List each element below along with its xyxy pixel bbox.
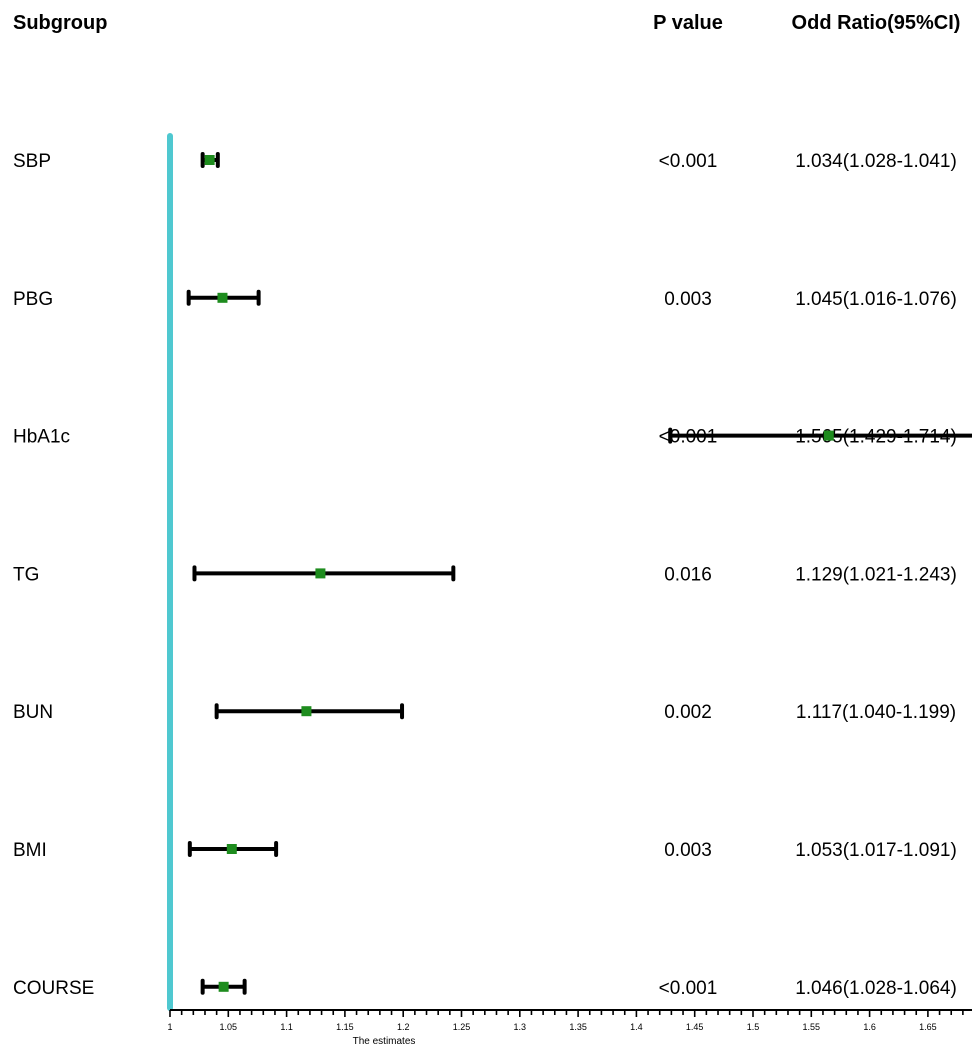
row-p-value-bun: 0.002 [664, 702, 712, 723]
row-label-course: COURSE [13, 978, 94, 999]
x-tick-label: 1.25 [453, 1022, 471, 1032]
row-label-hba1c: HbA1c [13, 427, 70, 448]
rows-layer: SBP <0.001 1.034(1.028-1.041) PBG 0.003 1.045… [13, 151, 972, 999]
header-odds-ratio: Odd Ratio(95%CI) [792, 12, 961, 34]
x-axis: 1 1.05 1.1 1.15 1.2 1.25 1.3 1.35 1.4 1.45 1.5 1.55… [167, 1009, 972, 1032]
header-subgroup: Subgroup [13, 12, 107, 34]
row-label-tg: TG [13, 564, 39, 585]
x-tick-label: 1.35 [569, 1022, 587, 1032]
estimate-point-bun [301, 706, 312, 717]
row-odds-ratio-bun: 1.117(1.040-1.199) [796, 702, 956, 723]
x-tick-label: 1.2 [397, 1022, 410, 1032]
header-p-value: P value [653, 12, 723, 34]
estimate-point-tg [315, 568, 326, 579]
x-axis-label: The estimates [353, 1036, 416, 1046]
row-odds-ratio-sbp: 1.034(1.028-1.041) [795, 151, 957, 172]
row-odds-ratio-pbg: 1.045(1.016-1.076) [795, 289, 957, 310]
row-p-value-bmi: 0.003 [664, 840, 712, 861]
row-label-bmi: BMI [13, 840, 47, 861]
estimate-point-pbg [217, 292, 228, 303]
x-tick-label: 1.1 [280, 1022, 293, 1032]
x-tick-label: 1.5 [747, 1022, 760, 1032]
row-p-value-tg: 0.016 [664, 564, 712, 585]
row-label-sbp: SBP [13, 151, 51, 172]
row-p-value-course: <0.001 [659, 978, 718, 999]
estimate-point-hba1c [823, 430, 834, 441]
row-odds-ratio-bmi: 1.053(1.017-1.091) [795, 840, 957, 861]
row-odds-ratio-tg: 1.129(1.021-1.243) [795, 564, 957, 585]
row-label-bun: BUN [13, 702, 53, 723]
x-tick-label: 1 [167, 1022, 172, 1032]
x-tick-label: 1.45 [686, 1022, 704, 1032]
row-odds-ratio-course: 1.046(1.028-1.064) [795, 978, 957, 999]
estimate-point-bmi [226, 844, 237, 854]
x-tick-label: 1.6 [863, 1022, 876, 1032]
x-tick-label: 1.65 [919, 1022, 937, 1032]
x-tick-label: 1.4 [630, 1022, 643, 1032]
x-tick-label: 1.05 [220, 1022, 238, 1032]
x-tick-label: 1.55 [803, 1022, 821, 1032]
x-tick-label: 1.15 [336, 1022, 354, 1032]
row-p-value-pbg: 0.003 [664, 289, 712, 310]
estimate-point-course [218, 981, 229, 992]
estimate-point-sbp [204, 155, 215, 165]
row-label-pbg: PBG [13, 289, 53, 310]
x-tick-label: 1.3 [514, 1022, 527, 1032]
row-p-value-sbp: <0.001 [659, 151, 718, 172]
reference-line [167, 133, 173, 1011]
